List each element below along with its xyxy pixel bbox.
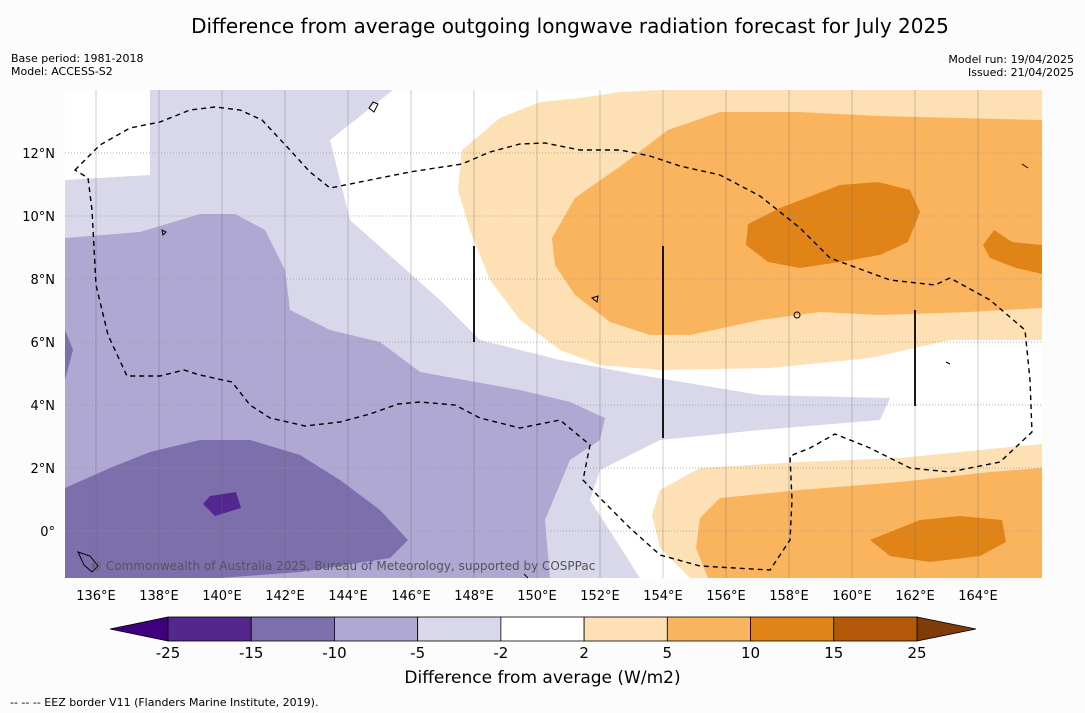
x-tick-136e: 136°E [76,589,116,604]
colorbar-tick-label: -10 [322,644,347,662]
region-plus-10-to-15-east [983,230,1042,274]
colorbar-segment [833,616,918,642]
eez-footnote: -- -- -- EEZ border V11 (Flanders Marine… [10,696,319,709]
x-tick-142e: 142°E [265,589,305,604]
colorbar-tick-label: 25 [907,644,926,662]
colorbar-segment [167,616,252,642]
anomaly-field: © Commonwealth of Australia 2025, Bureau… [65,90,1042,578]
y-tick-12n: 12°N [22,147,55,162]
region-plus-10-to-15-north [746,182,920,268]
colorbar-tick-label: 15 [824,644,843,662]
y-tick-6n: 6°N [31,336,56,351]
meridians [95,90,979,578]
region-plus-10-to-15-south [870,516,1006,562]
x-tick-162e: 162°E [895,589,935,604]
x-tick-154e: 154°E [643,589,683,604]
colorbar-segment [583,616,668,642]
meta-left: Base period: 1981-2018 Model: ACCESS-S2 [11,52,143,78]
colorbar-underflow-triangle [109,616,169,642]
colorbar-segments [167,616,918,642]
colorbar-tick-label: -25 [156,644,181,662]
colorbar-segment [500,616,585,642]
colorbar-segment [334,616,419,642]
islands [77,101,1029,578]
x-tick-156e: 156°E [706,589,746,604]
colorbar-tick-labels: -25 -15 -10 -5 -2 2 5 10 15 25 [156,644,927,662]
boundary-lines [473,246,916,438]
x-tick-146e: 146°E [391,589,431,604]
x-tick-164e: 164°E [958,589,998,604]
region-minus-10-to-15-west [65,330,73,380]
colorbar-overflow-triangle [916,616,977,642]
y-tick-8n: 8°N [31,273,56,288]
colorbar-segment [666,616,751,642]
meta-right: Model run: 19/04/2025 Issued: 21/04/2025 [948,53,1074,79]
map-title: Difference from average outgoing longwav… [191,14,949,38]
colorbar-segment [750,616,835,642]
y-tick-2n: 2°N [31,462,56,477]
x-tick-160e: 160°E [832,589,872,604]
y-tick-10n: 10°N [22,210,55,225]
model-run: Model run: 19/04/2025 [948,53,1074,66]
y-tick-0: 0° [40,525,55,540]
x-tick-150e: 150°E [517,589,557,604]
issued-date: Issued: 21/04/2025 [967,66,1074,79]
model-name: Model: ACCESS-S2 [11,65,113,78]
x-tick-144e: 144°E [328,589,368,604]
x-tick-148e: 148°E [454,589,494,604]
y-axis-labels: 12°N 10°N 8°N 6°N 4°N 2°N 0° [22,147,55,540]
copyright-notice: © Commonwealth of Australia 2025, Bureau… [90,559,595,573]
colorbar-tick-label: -15 [239,644,264,662]
colorbar-segment [417,616,502,642]
x-tick-138e: 138°E [139,589,179,604]
colorbar-tick-label: -5 [410,644,425,662]
colorbar-segment [250,616,335,642]
colorbar: -25 -15 -10 -5 -2 2 5 10 15 25 [109,616,977,662]
colorbar-label: Difference from average (W/m2) [404,668,681,688]
y-tick-4n: 4°N [31,399,56,414]
colorbar-tick-label: -2 [493,644,508,662]
x-axis-labels: 136°E 138°E 140°E 142°E 144°E 146°E 148°… [76,589,998,604]
base-period: Base period: 1981-2018 [11,52,144,65]
eez-borders [73,106,1033,571]
colorbar-tick-label: 10 [741,644,760,662]
x-tick-158e: 158°E [769,589,809,604]
colorbar-tick-label: 5 [663,644,673,662]
x-tick-152e: 152°E [580,589,620,604]
x-tick-140e: 140°E [202,589,242,604]
graticule [65,152,1042,532]
colorbar-tick-label: 2 [579,644,589,662]
